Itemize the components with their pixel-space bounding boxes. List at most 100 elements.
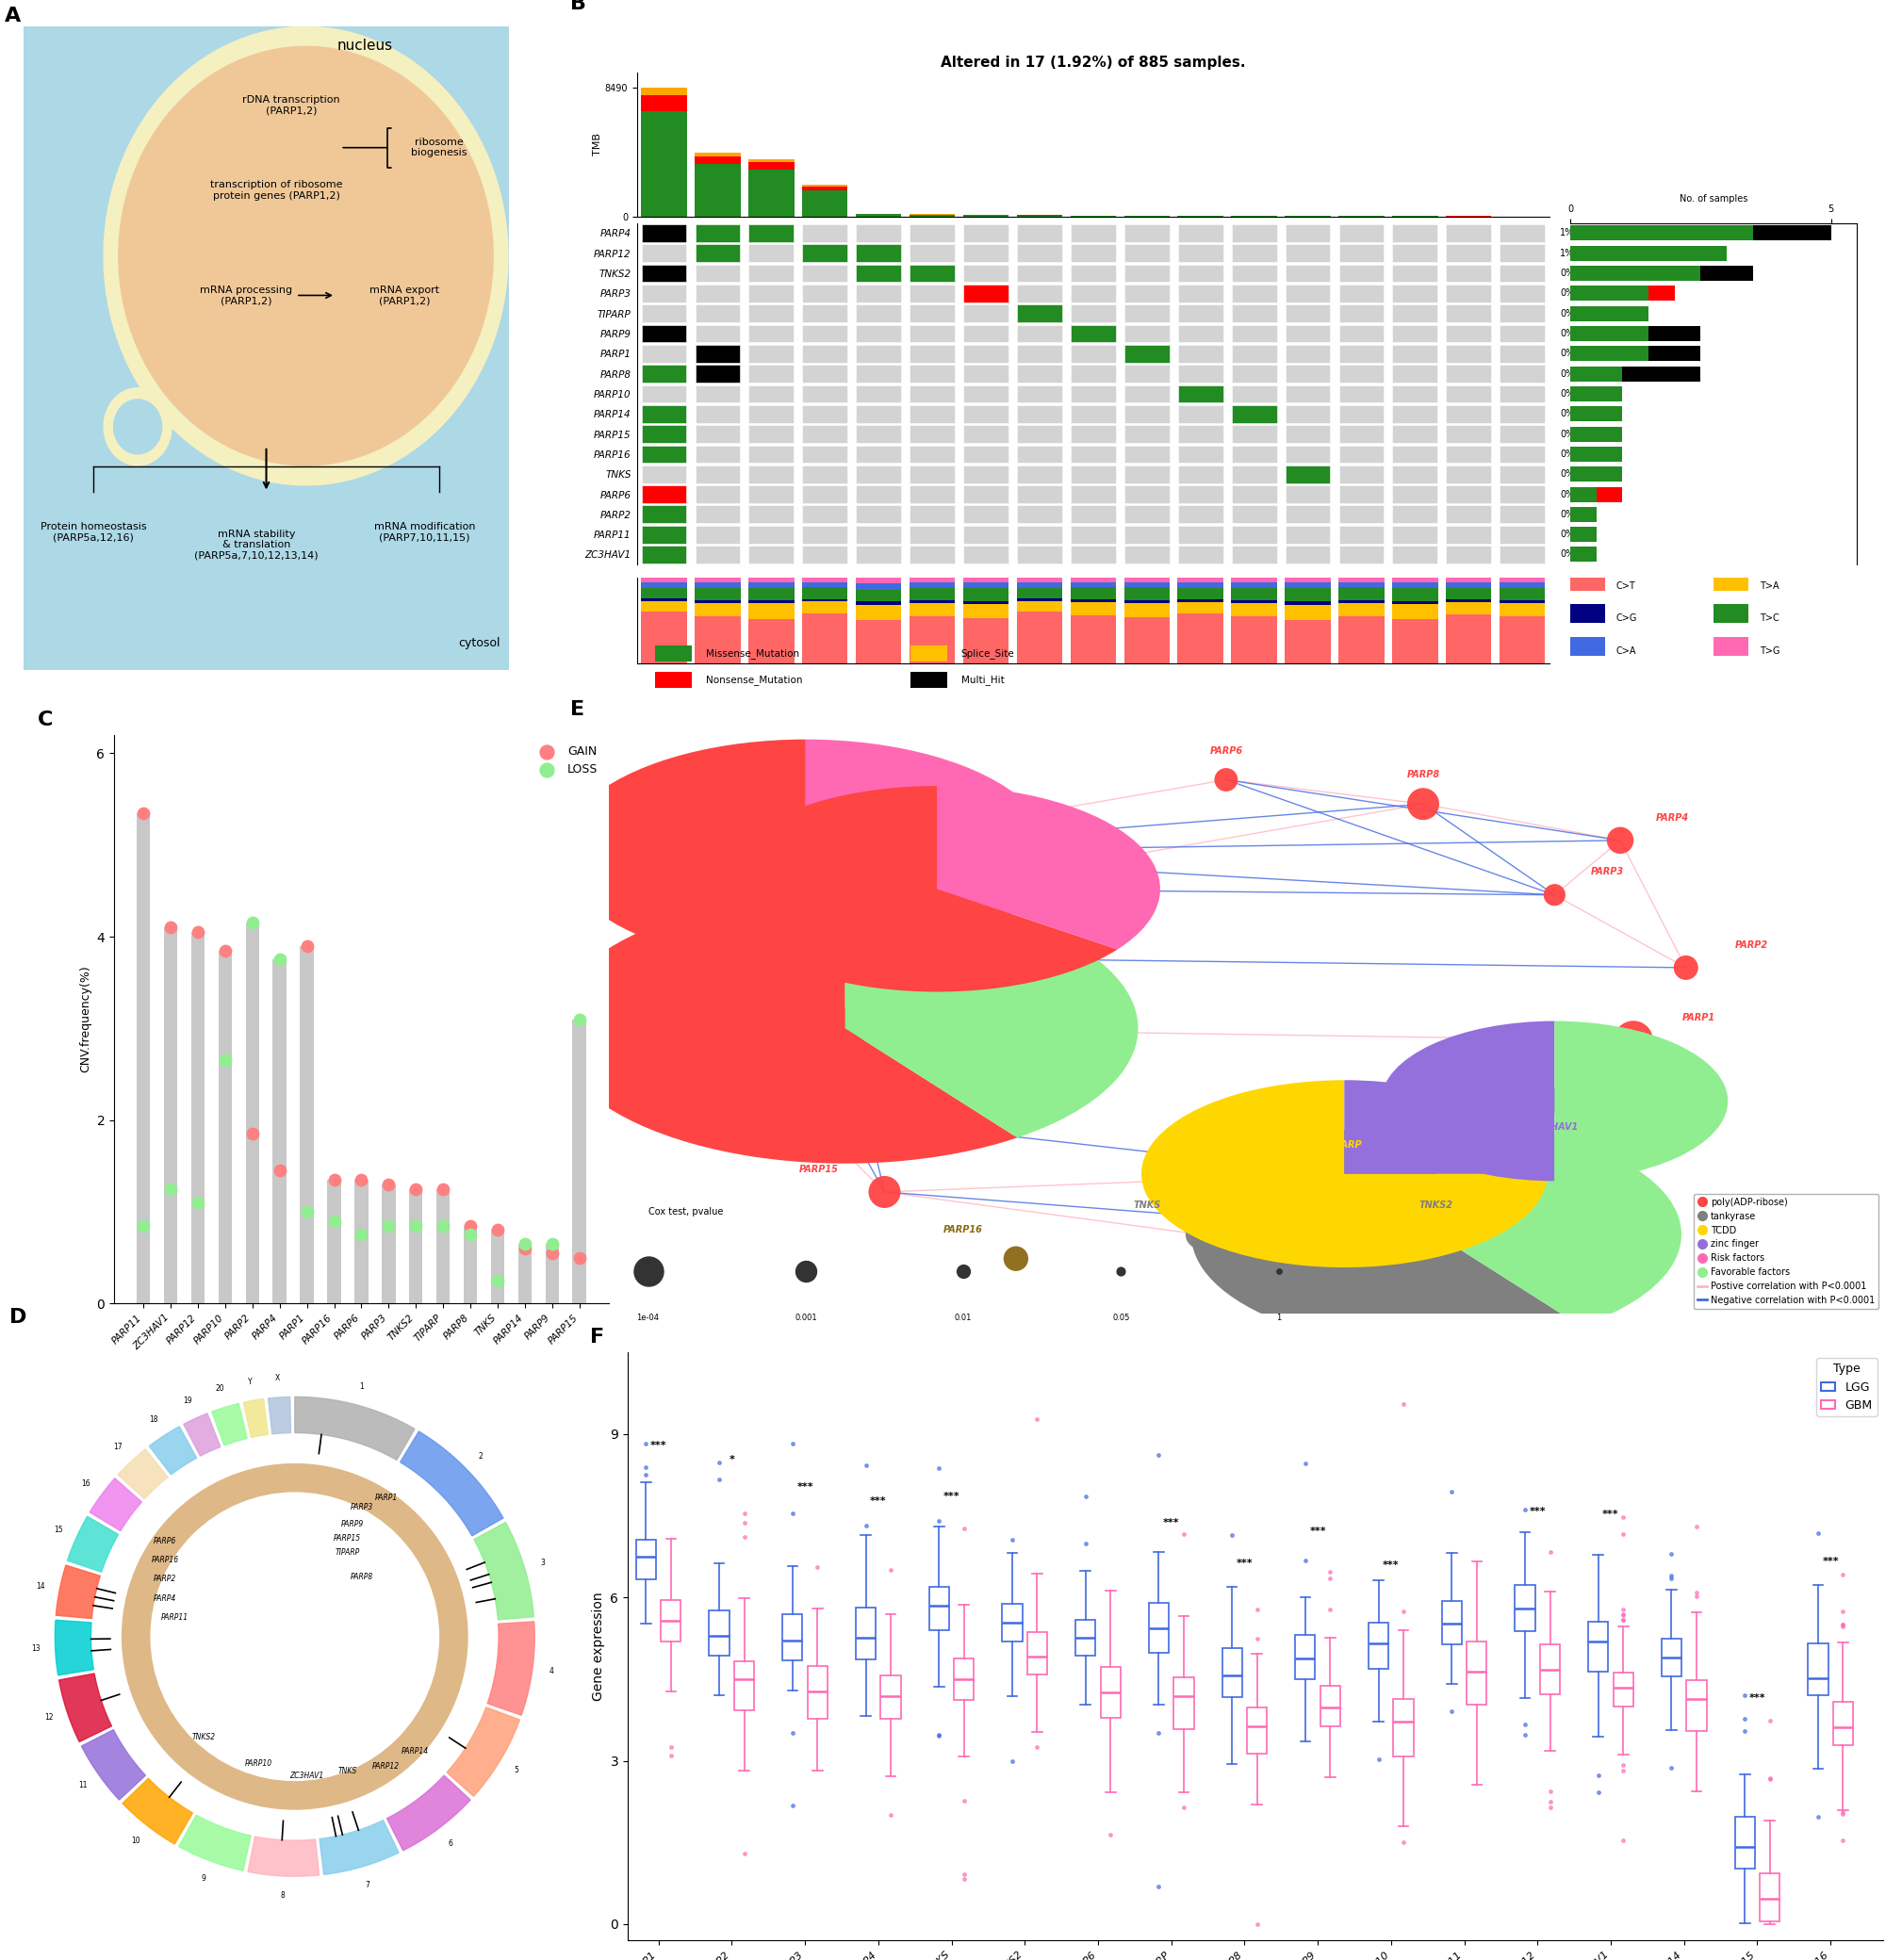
Bar: [1446, 245, 1491, 263]
Polygon shape: [211, 1403, 247, 1445]
Bar: [803, 588, 848, 600]
Bar: [694, 365, 740, 382]
Bar: [1232, 445, 1276, 463]
Bar: [641, 445, 687, 463]
Bar: [641, 506, 687, 523]
Bar: [909, 582, 955, 588]
Bar: [1339, 588, 1385, 600]
Text: ***: ***: [1162, 1519, 1179, 1527]
Bar: [803, 384, 848, 402]
Bar: [1286, 602, 1331, 606]
Point: [791, 837, 822, 868]
Bar: [1071, 578, 1116, 582]
Text: ***: ***: [1309, 1527, 1326, 1537]
Point: [829, 1013, 860, 1045]
Bar: [856, 284, 902, 302]
Bar: [1501, 506, 1544, 523]
Text: PARP8: PARP8: [350, 1572, 373, 1582]
Bar: [962, 588, 1008, 602]
PathPatch shape: [662, 1599, 681, 1642]
Bar: [1446, 406, 1491, 423]
PathPatch shape: [1295, 1635, 1316, 1680]
Bar: [909, 604, 955, 615]
Bar: [694, 265, 740, 282]
Text: T>A: T>A: [1759, 580, 1778, 590]
Bar: [803, 578, 848, 582]
Bar: [1177, 506, 1223, 523]
LOSS: [510, 1229, 540, 1260]
Bar: [1286, 588, 1331, 602]
Bar: [1392, 245, 1438, 263]
Bar: [694, 245, 740, 263]
Bar: [909, 465, 955, 482]
Bar: [1700, 267, 1754, 280]
Bar: [856, 621, 902, 662]
Bar: [1446, 486, 1491, 504]
Bar: [1501, 245, 1544, 263]
Text: ***: ***: [1750, 1693, 1765, 1703]
Text: 1%: 1%: [1560, 229, 1575, 237]
Bar: [1286, 325, 1329, 343]
Bar: [641, 525, 687, 543]
Bar: [962, 365, 1008, 382]
Point: [1421, 1219, 1451, 1250]
Bar: [1286, 525, 1329, 543]
Point: [1212, 764, 1242, 796]
Bar: [1124, 345, 1170, 363]
Bar: [1232, 345, 1276, 363]
Bar: [1501, 425, 1544, 443]
GAIN: [346, 1164, 377, 1196]
Point: [1619, 1025, 1649, 1056]
GAIN: [510, 1233, 540, 1264]
Bar: [962, 617, 1008, 662]
Text: Protein homeostasis
(PARP5a,12,16): Protein homeostasis (PARP5a,12,16): [40, 521, 146, 541]
Bar: [749, 284, 793, 302]
Bar: [1571, 427, 1622, 441]
Bar: [1571, 547, 1596, 563]
Bar: [694, 604, 740, 615]
Bar: [1571, 225, 1754, 241]
Bar: [1446, 345, 1491, 363]
Text: PARP16: PARP16: [152, 1556, 179, 1564]
Bar: [641, 110, 687, 218]
Bar: [1124, 545, 1170, 563]
Bar: [1124, 578, 1170, 582]
Bar: [641, 245, 687, 263]
Bar: [1177, 406, 1223, 423]
LOSS: [373, 1209, 403, 1241]
Text: 12: 12: [44, 1713, 53, 1723]
Bar: [856, 465, 902, 482]
Bar: [1018, 486, 1061, 504]
LOSS: [320, 1205, 350, 1237]
LOSS: [346, 1219, 377, 1250]
Point: [922, 874, 953, 906]
Text: 1: 1: [359, 1382, 363, 1392]
Text: mRNA processing
(PARP1,2): mRNA processing (PARP1,2): [200, 286, 293, 306]
Text: 0.05: 0.05: [1113, 1313, 1130, 1321]
Bar: [1177, 345, 1223, 363]
Bar: [1177, 304, 1223, 321]
Bar: [1124, 325, 1170, 343]
Bar: [1339, 325, 1385, 343]
PathPatch shape: [1221, 1648, 1242, 1697]
Bar: [856, 506, 902, 523]
Bar: [1177, 588, 1223, 600]
Bar: [1018, 588, 1063, 598]
Text: 5: 5: [514, 1766, 519, 1774]
Text: PARP12: PARP12: [373, 1762, 399, 1770]
Text: 11: 11: [78, 1782, 87, 1789]
Text: 8: 8: [280, 1891, 285, 1899]
Bar: [1754, 225, 1832, 241]
Bar: [546, 1245, 559, 1303]
Bar: [1649, 347, 1700, 361]
Bar: [1232, 425, 1276, 443]
Bar: [1339, 465, 1385, 482]
Bar: [573, 1019, 586, 1303]
Bar: [1571, 245, 1727, 261]
Bar: [1339, 604, 1385, 615]
Bar: [1286, 345, 1329, 363]
Bar: [909, 615, 955, 662]
Bar: [962, 604, 1008, 617]
Text: PARP4: PARP4: [1657, 813, 1689, 821]
Text: PARP3: PARP3: [350, 1503, 373, 1511]
